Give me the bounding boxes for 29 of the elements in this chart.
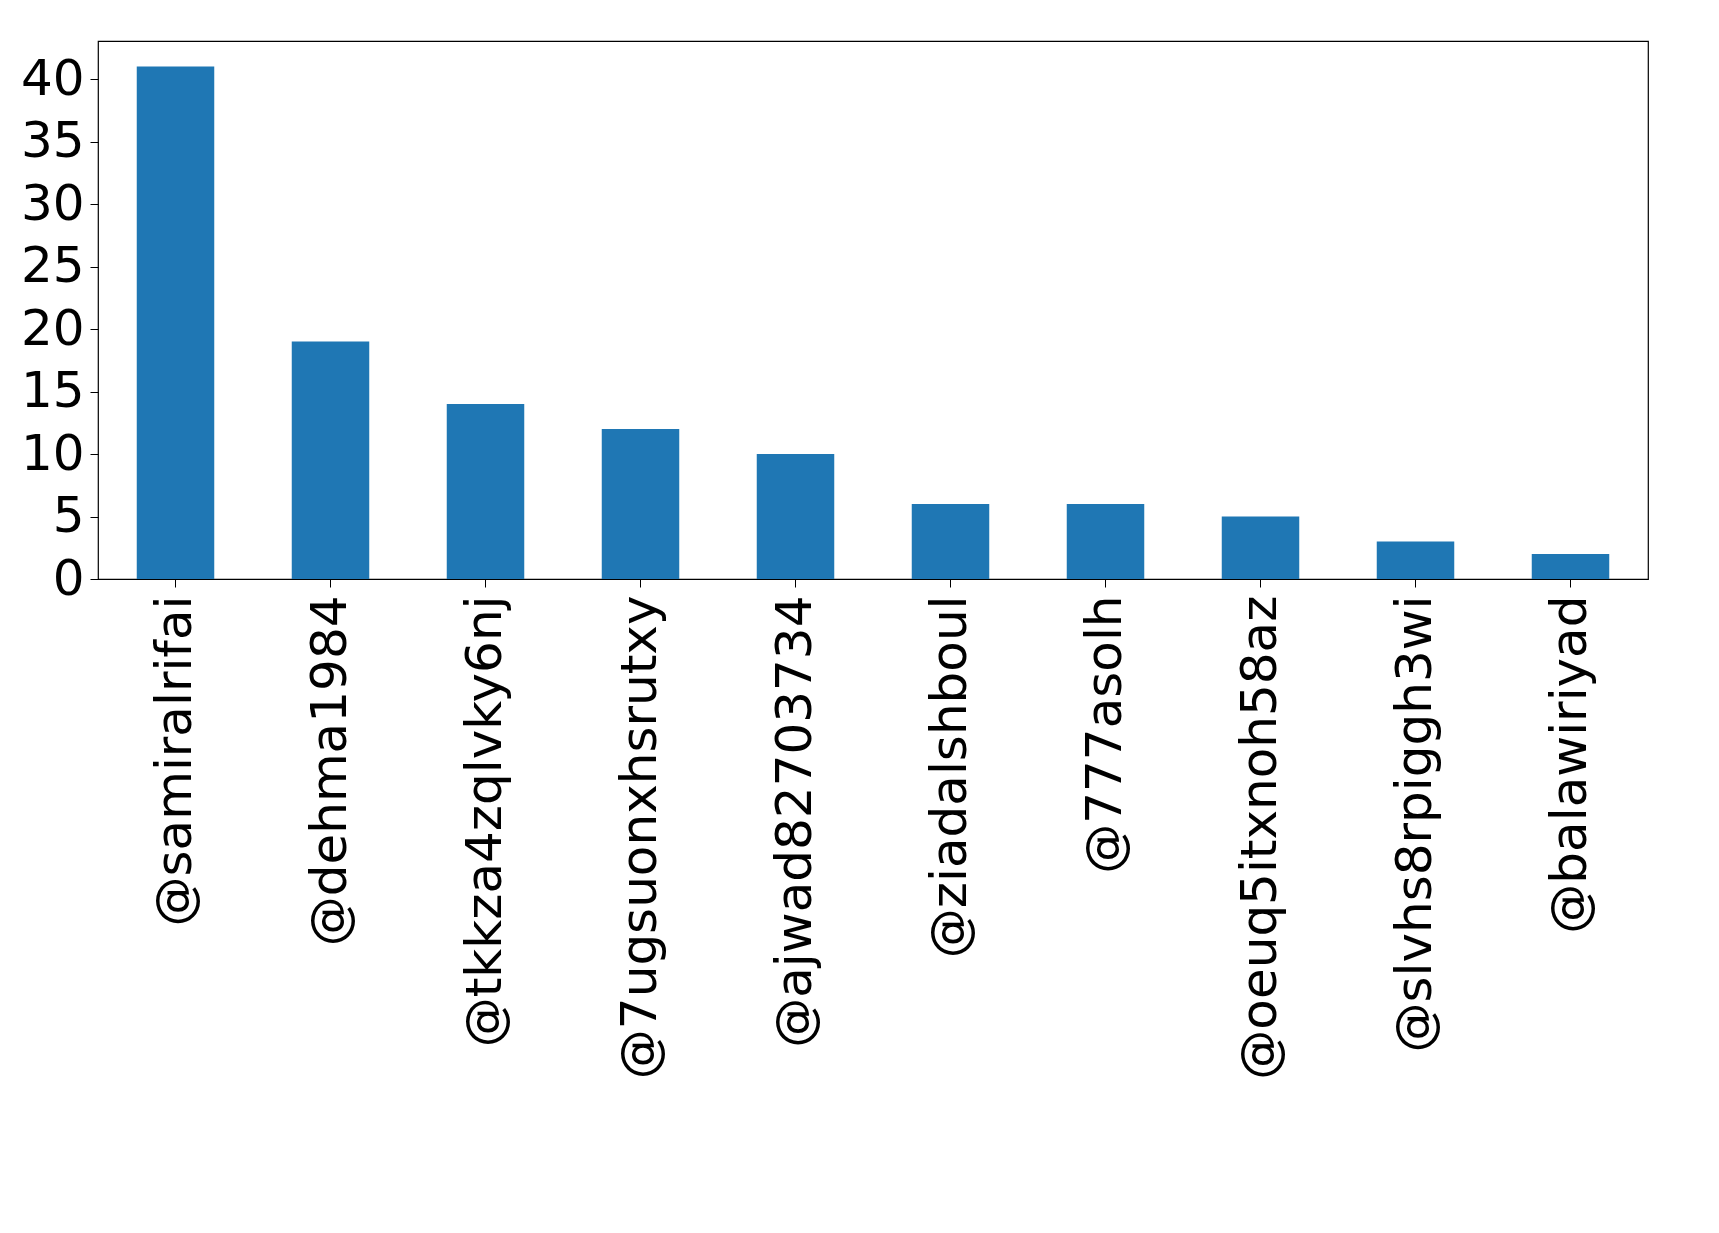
y-tick-label: 5: [52, 486, 85, 545]
x-tick-label: @balawiriyad: [1539, 595, 1598, 934]
bar: [1531, 554, 1610, 579]
bar: [601, 429, 680, 579]
bar: [136, 66, 215, 579]
x-tick-label: @dehma1984: [299, 595, 358, 947]
bar: [291, 341, 370, 579]
x-tick-label: @slvhs8rpiggh3wi: [1384, 595, 1443, 1053]
x-tick-label: @samiralrifai: [144, 595, 203, 927]
y-tick-label: 30: [20, 173, 85, 232]
y-tick-label: 40: [20, 48, 85, 107]
x-tick-label: @ajwad82703734: [764, 595, 823, 1048]
y-tick-label: 20: [20, 298, 85, 357]
x-tick-label: @oeuq5itxnoh58az: [1229, 595, 1288, 1080]
y-tick-label: 35: [20, 111, 85, 170]
bar: [1376, 541, 1455, 579]
x-tick-label: @ziadalshboul: [919, 595, 978, 959]
x-tick-label: @7ugsuonxhsrutxy: [609, 595, 668, 1080]
x-tick-label: @tkkza4zqlvky6nj: [454, 595, 513, 1048]
y-tick-label: 15: [20, 361, 85, 420]
y-tick-label: 10: [20, 423, 85, 482]
bar: [1066, 504, 1145, 579]
bar: [911, 504, 990, 579]
bar: [756, 454, 835, 579]
y-tick-label: 25: [20, 236, 85, 295]
y-tick-label: 0: [52, 548, 85, 607]
bar: [1221, 516, 1300, 579]
x-tick-label: @777asolh: [1074, 595, 1133, 874]
bar: [446, 404, 525, 579]
